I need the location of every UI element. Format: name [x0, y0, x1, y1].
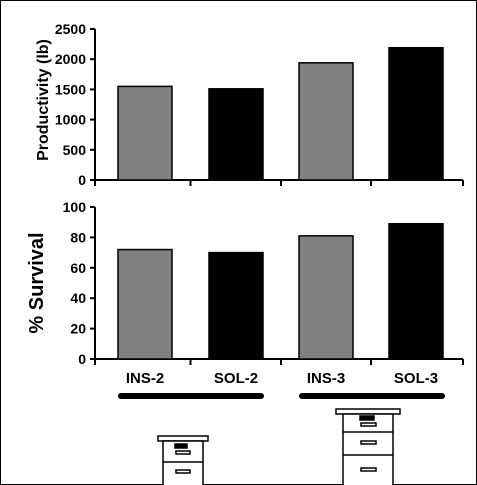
category-label-ins-3: INS-3 — [307, 370, 345, 387]
survival-bar-ins-2 — [117, 248, 173, 360]
productivity-bar-sol-3 — [388, 46, 444, 181]
survival-bar-ins-3 — [298, 235, 354, 360]
3-story-hive-icon — [335, 408, 401, 485]
productivity-bar-ins-2 — [117, 85, 173, 181]
category-label-sol-2: SOL-2 — [214, 370, 258, 387]
productivity-bars — [117, 46, 444, 181]
productivity-y-tick-label: 1000 — [55, 112, 86, 128]
category-label-sol-3: SOL-3 — [394, 370, 438, 387]
survival-y-label: % Survival — [26, 232, 48, 333]
category-label-ins-2: INS-2 — [126, 370, 164, 387]
survival-bar-sol-2 — [208, 251, 264, 360]
chart-survival: % Survival 0 20 40 60 80 100 — [26, 199, 464, 367]
productivity-y-label: Productivity (lb) — [35, 39, 52, 161]
2-story-hive-icon — [157, 435, 209, 485]
productivity-bar-ins-3 — [298, 62, 354, 181]
category-labels: INS-2 SOL-2 INS-3 SOL-3 — [126, 370, 438, 387]
survival-y-tick-label: 100 — [63, 199, 87, 215]
group-bracket-3 — [299, 393, 445, 399]
productivity-y-tick-label: 500 — [63, 142, 87, 158]
group-bracket-2 — [118, 393, 264, 399]
productivity-y-tick-label: 2500 — [55, 21, 86, 37]
survival-y-tick-label: 0 — [78, 351, 86, 367]
survival-y-tick-label: 20 — [70, 321, 86, 337]
survival-y-tick-label: 40 — [70, 290, 86, 306]
survival-bars — [117, 222, 444, 360]
survival-y-tick-label: 80 — [70, 229, 86, 245]
productivity-bar-sol-2 — [208, 88, 264, 181]
productivity-y-tick-label: 0 — [78, 172, 86, 188]
survival-bar-sol-3 — [388, 222, 444, 360]
productivity-y-tick-label: 1500 — [55, 81, 86, 97]
chart-productivity: Productivity (lb) 0 500 1000 1500 2000 2500 — [35, 21, 464, 188]
survival-y-tick-label: 60 — [70, 260, 86, 276]
productivity-y-tick-label: 2000 — [55, 51, 86, 67]
